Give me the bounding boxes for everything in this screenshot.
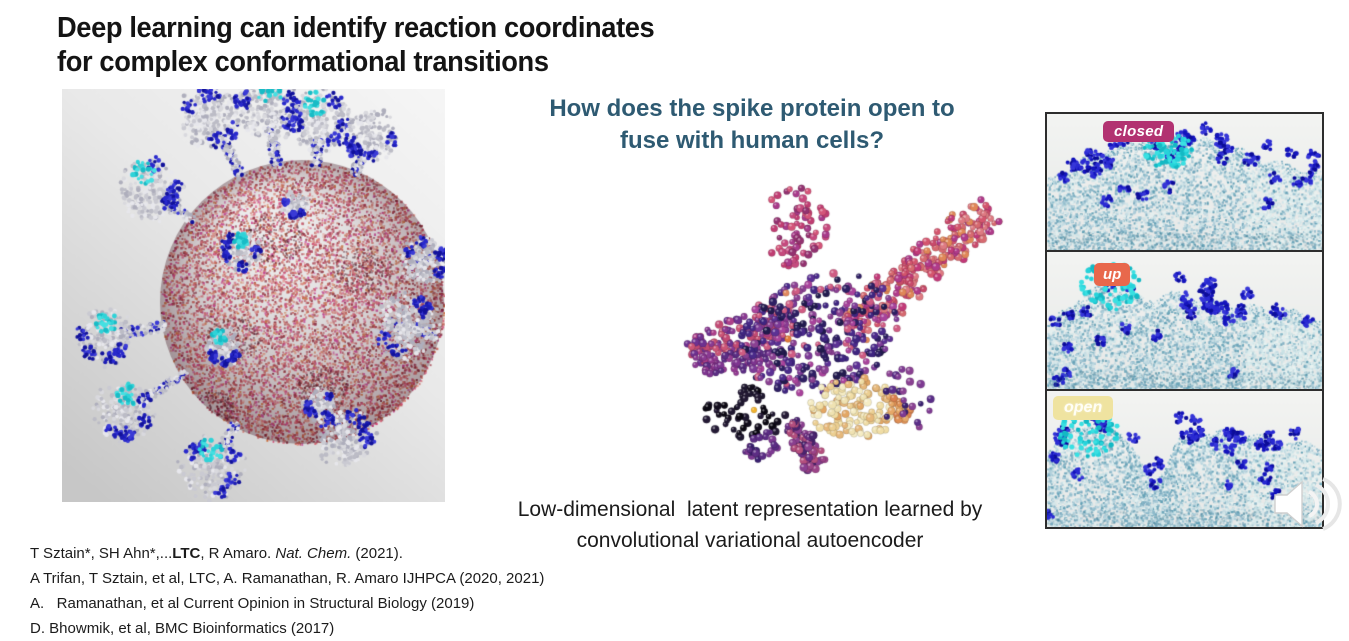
- figure-caption: Low-dimensional latent representation le…: [452, 494, 1048, 556]
- state-badge-closed: closed: [1103, 121, 1175, 142]
- citation-line: A. Ramanathan, et al Current Opinion in …: [30, 595, 475, 612]
- spike-panel-closed: closed: [1047, 114, 1322, 253]
- spike-panel-open: open: [1047, 390, 1322, 527]
- state-badge-up: up: [1094, 263, 1131, 287]
- state-badge-open: open: [1053, 395, 1114, 420]
- question-line1: How does the spike protein open to: [549, 95, 955, 122]
- citation-list: T Sztain*, SH Ahn*,...LTC, R Amaro. Nat.…: [30, 541, 544, 641]
- latent-space-scatter-figure: [620, 163, 1020, 495]
- audio-speaker-icon[interactable]: [1272, 477, 1344, 531]
- slide-title-line1: Deep learning can identify reaction coor…: [57, 12, 655, 44]
- citation-line: A Trifan, T Sztain, et al, LTC, A. Raman…: [30, 570, 545, 587]
- caption-line1: Low-dimensional latent representation le…: [517, 498, 983, 521]
- slide-title: Deep learning can identify reaction coor…: [57, 11, 655, 79]
- citation-line: T Sztain*, SH Ahn*,...LTC, R Amaro. Nat.…: [30, 545, 403, 562]
- question-line2: fuse with human cells?: [619, 127, 885, 154]
- citation-line: D. Bhowmik, et al, BMC Bioinformatics (2…: [30, 620, 335, 637]
- virion-render-image: [62, 89, 445, 502]
- spike-panel-up: up: [1047, 252, 1322, 391]
- slide-title-line2: for complex conformational transitions: [57, 46, 549, 78]
- spike-render-up: [1047, 252, 1322, 389]
- caption-line2: convolutional variational autoencoder: [576, 529, 924, 552]
- spike-render-closed: [1047, 114, 1322, 251]
- spike-state-panel-stack: closed up open: [1045, 112, 1324, 529]
- question-heading: How does the spike protein open to fuse w…: [462, 93, 1042, 157]
